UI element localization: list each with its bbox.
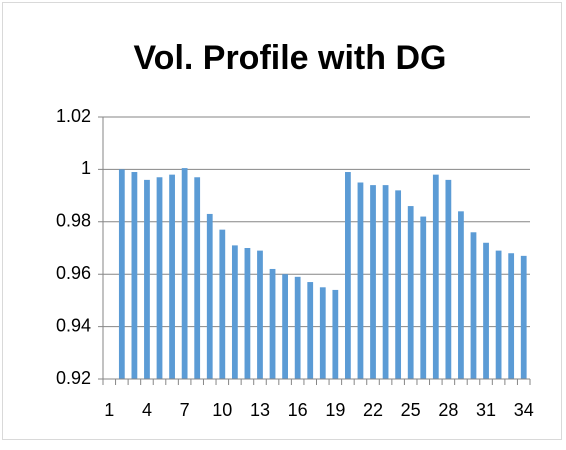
bar: [181, 168, 188, 379]
x-tick-label: 31: [476, 400, 496, 420]
x-tick-label: 4: [142, 400, 152, 420]
y-tick-label: 0.98: [56, 211, 91, 231]
bar: [244, 248, 251, 379]
bar: [307, 282, 314, 379]
bar: [131, 172, 138, 379]
chart-title: Vol. Profile with DG: [134, 39, 447, 77]
bar: [257, 250, 263, 379]
bar: [219, 229, 226, 379]
bar: [395, 190, 402, 379]
x-tick-label: 16: [288, 400, 308, 420]
bar: [118, 169, 125, 379]
bar: [231, 245, 238, 379]
bar: [407, 206, 414, 379]
bar: [345, 172, 351, 379]
y-tick-label: 1.02: [56, 106, 91, 126]
y-tick-label: 0.92: [56, 368, 91, 388]
x-tick-label: 7: [180, 400, 190, 420]
y-tick-label: 0.94: [56, 315, 91, 335]
x-tick-label: 1: [104, 400, 114, 420]
x-tick-label: 22: [363, 400, 383, 420]
bar: [508, 253, 515, 379]
bar: [520, 255, 527, 379]
bar: [382, 185, 389, 379]
x-tick-label: 34: [514, 400, 534, 420]
bar: [319, 287, 326, 379]
x-tick-label: 28: [438, 400, 458, 420]
bar: [432, 174, 439, 379]
bar: [357, 182, 364, 379]
bar: [483, 242, 489, 379]
bar: [495, 250, 502, 379]
bar: [294, 276, 301, 379]
x-tick-label: 25: [401, 400, 421, 420]
bar: [332, 289, 339, 379]
bar: [282, 274, 288, 379]
x-tick-label: 13: [250, 400, 270, 420]
bar: [458, 211, 464, 379]
bar: [144, 179, 150, 379]
x-tick-label: 10: [212, 400, 232, 420]
chart-border: [2, 2, 562, 440]
y-tick-label: 1: [81, 158, 91, 178]
bar: [269, 268, 276, 379]
bar: [420, 216, 427, 379]
y-tick-label: 0.96: [56, 263, 91, 283]
bar: [470, 232, 477, 379]
x-tick-label: 19: [325, 400, 345, 420]
bar: [206, 213, 213, 379]
bar: [370, 185, 376, 379]
bar: [445, 179, 452, 379]
bar: [169, 174, 175, 379]
bar: [194, 177, 201, 379]
bar: [156, 177, 163, 379]
